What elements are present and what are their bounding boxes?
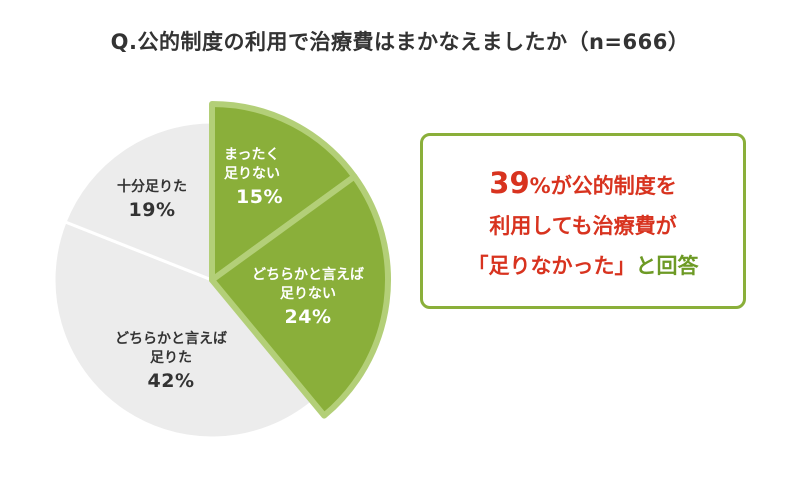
slice-2-name-line2: 足りない [280,286,336,302]
slice-1-name-line2: 足りない [224,166,280,182]
callout-line-1: 39%が公的制度を [420,163,746,206]
slice-3-value: 42% [147,370,195,392]
callout-box [420,133,746,309]
slice-label-2: どちらかと言えば 足りない 24% [228,266,388,330]
pie-slice-grey-2 [63,120,214,283]
slice-label-1: まったく 足りない 15% [224,146,283,210]
callout-quote: 「足りなかった」 [467,254,636,278]
callout-line-3-tail: と回答 [635,254,699,278]
callout-line-1-rest: が公的制度を [550,174,677,198]
callout-percent-sign: % [529,174,551,198]
slice-4-name: 十分足りた [117,179,187,195]
slice-label-4: 十分足りた 19% [102,178,202,223]
pie-slice-highlight-1 [209,101,358,283]
chart-title: Q.公的制度の利用で治療費はまかなえましたか（n=666） [110,30,690,54]
slice-1-value: 15% [236,186,283,208]
slice-2-name-line1: どちらかと言えば [252,267,364,283]
slice-4-value: 19% [128,199,176,221]
callout-percent-number: 39 [489,166,530,200]
callout-line-2: 利用しても治療費が [489,214,677,238]
slice-2-value: 24% [284,306,332,328]
slice-3-name-line1: どちらかと言えば [115,331,227,347]
callout-line-3: 「足りなかった」と回答 [420,246,746,286]
callout-text: 39%が公的制度を 利用しても治療費が 「足りなかった」と回答 [420,163,746,286]
pie-slice-grey-1 [52,219,315,440]
slice-3-name-line2: 足りた [150,350,192,366]
slice-1-name-line1: まったく [224,147,280,163]
slice-label-3: どちらかと言えば 足りた 42% [86,330,256,394]
pie-slice-highlight-2 [209,173,391,419]
